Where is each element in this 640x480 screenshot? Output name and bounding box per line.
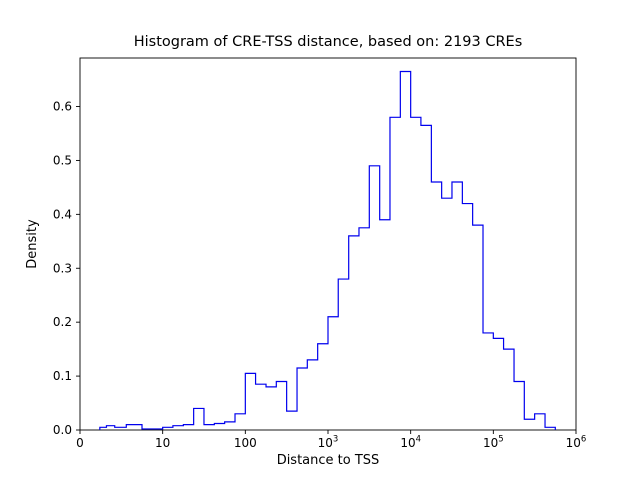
y-tick-label: 0.2	[53, 315, 72, 329]
y-axis-label: Density	[25, 219, 40, 269]
plot-generated-layer: 0 10 100 103 104 105 106 0.0 0.1 0.2 0.3 0.4 0.5 0.6	[53, 57, 587, 451]
y-tick-label: 0.4	[53, 207, 72, 221]
y-tick-label: 0.3	[53, 261, 72, 275]
histogram-step-line	[99, 70, 556, 430]
y-tick-label: 0.5	[53, 153, 72, 167]
y-tick-label: 0.0	[53, 423, 72, 437]
axes-frame	[79, 57, 577, 431]
chart-title: Histogram of CRE-TSS distance, based on:…	[134, 34, 523, 50]
x-tick-label: 10	[155, 436, 170, 450]
x-tick-label: 103	[318, 435, 339, 451]
x-tick-label: 104	[400, 435, 421, 451]
x-tick-label: 105	[483, 435, 504, 451]
x-tick-label: 100	[234, 436, 257, 450]
x-axis-label: Distance to TSS	[277, 453, 380, 468]
y-tick-label: 0.1	[53, 369, 72, 383]
x-tick-label: 0	[76, 436, 84, 450]
y-tick-label: 0.6	[53, 100, 72, 114]
x-tick-label: 106	[566, 435, 587, 451]
